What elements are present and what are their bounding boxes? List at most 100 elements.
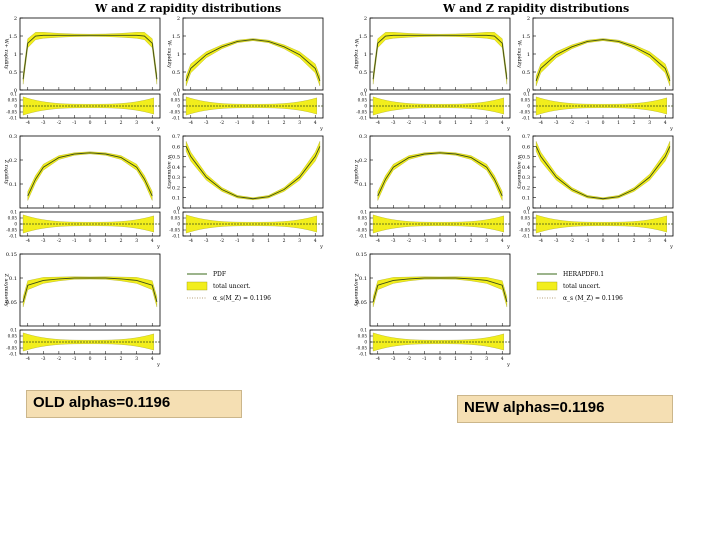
x-tick-label: -3 — [554, 120, 559, 126]
x-axis-label: y — [506, 244, 510, 250]
plot-frame — [19, 253, 161, 327]
x-tick-label: 2 — [633, 238, 636, 244]
y-tick-label: 0.6 — [172, 144, 180, 150]
uncertainty-band — [185, 141, 321, 200]
ratio-band — [535, 96, 667, 116]
y-tick-label: 0.1 — [9, 276, 17, 282]
series-line — [377, 152, 503, 197]
ratio-band — [372, 96, 504, 116]
chart-panel-3: 00.10.20.30.40.50.60.7W asymmetry-0.1-0.… — [166, 134, 324, 250]
x-tick-label: 1 — [617, 120, 620, 126]
ratio-y-tick-label: -0.05 — [519, 228, 530, 233]
x-tick-label: 1 — [104, 356, 107, 362]
y-axis-label: W- rapidity — [516, 40, 522, 68]
x-tick-label: -2 — [57, 120, 62, 126]
ratio-y-tick-label: -0.1 — [9, 234, 17, 239]
ratio-y-tick-label: -0.1 — [172, 116, 180, 121]
figure-new: W and Z rapidity distributions 0 0.5 1 1.5 2… — [350, 0, 700, 370]
y-tick-label: 2 — [14, 16, 17, 22]
ratio-y-tick-label: 0.1 — [523, 92, 530, 97]
ratio-y-tick-label: 0.1 — [360, 92, 367, 97]
y-tick-label: 0.05 — [356, 300, 367, 306]
y-tick-label: 1.5 — [359, 34, 367, 40]
y-tick-label: 0 — [527, 88, 530, 94]
figure-old: W and Z rapidity distributions 0 0.5 1 1.5 2… — [0, 0, 350, 370]
x-tick-label: 3 — [135, 356, 138, 362]
x-axis-label: y — [319, 244, 323, 250]
x-tick-label: 4 — [151, 238, 154, 244]
x-tick-label: 0 — [439, 120, 442, 126]
ratio-y-tick-label: -0.05 — [356, 228, 367, 233]
y-tick-label: 0.7 — [172, 134, 180, 140]
ratio-band — [185, 214, 317, 234]
x-tick-label: 3 — [298, 238, 301, 244]
x-tick-label: 1 — [267, 120, 270, 126]
y-tick-label: 0.05 — [6, 300, 17, 306]
x-axis-label: y — [506, 126, 510, 132]
y-tick-label: 0.1 — [359, 182, 367, 188]
chart-panel-4: 0.050.10.15Z asymmetry-0.1-0.0500.050.1-… — [353, 252, 511, 368]
ratio-y-tick-label: 0.05 — [8, 216, 18, 221]
ratio-y-tick-label: 0 — [177, 104, 180, 109]
x-tick-label: -4 — [26, 238, 31, 244]
caption-old: OLD alphas=0.1196 — [26, 390, 242, 418]
y-tick-label: 0.5 — [172, 155, 180, 161]
legend-label: total uncert. — [563, 283, 601, 290]
x-axis-label: y — [156, 244, 160, 250]
y-tick-label: 0 — [177, 88, 180, 94]
plot-frame — [369, 17, 511, 91]
caption-new: NEW alphas=0.1196 — [457, 395, 673, 423]
uncertainty-band — [535, 141, 671, 200]
y-tick-label: 1.5 — [9, 34, 17, 40]
ratio-y-tick-label: 0 — [364, 222, 367, 227]
ratio-y-tick-label: 0.05 — [171, 98, 181, 103]
x-tick-label: 1 — [104, 120, 107, 126]
series-line — [185, 39, 321, 82]
x-tick-label: 3 — [648, 120, 651, 126]
figure-title: W and Z rapidity distributions — [95, 2, 282, 15]
uncertainty-band — [22, 276, 158, 308]
x-tick-label: 4 — [151, 356, 154, 362]
x-tick-label: 0 — [439, 238, 442, 244]
x-tick-label: -3 — [391, 120, 396, 126]
x-tick-label: -2 — [57, 356, 62, 362]
plot-frame — [369, 253, 511, 327]
ratio-y-tick-label: 0.1 — [523, 210, 530, 215]
y-tick-label: 0.4 — [522, 165, 530, 171]
x-tick-label: 1 — [454, 120, 457, 126]
x-tick-label: -3 — [391, 238, 396, 244]
x-tick-label: -4 — [376, 238, 381, 244]
x-tick-label: -4 — [539, 238, 544, 244]
y-axis-label: W+ rapidity — [3, 39, 9, 70]
ratio-y-tick-label: -0.1 — [359, 116, 367, 121]
x-tick-label: 2 — [633, 120, 636, 126]
uncertainty-band — [372, 276, 508, 308]
ratio-y-tick-label: -0.05 — [356, 346, 367, 351]
x-tick-label: -1 — [235, 120, 240, 126]
ratio-y-tick-label: 0.1 — [10, 92, 17, 97]
series-line — [372, 277, 508, 303]
x-axis-label: y — [669, 126, 673, 132]
y-axis-label: W asymmetry — [516, 155, 522, 190]
x-tick-label: 3 — [135, 120, 138, 126]
y-tick-label: 0 — [364, 88, 367, 94]
x-tick-label: 2 — [120, 120, 123, 126]
series-line — [372, 34, 508, 80]
y-tick-label: 1 — [177, 52, 180, 58]
y-tick-label: 2 — [177, 16, 180, 22]
y-tick-label: 0 — [14, 88, 17, 94]
legend-label: PDF — [213, 271, 226, 278]
x-tick-label: 3 — [485, 120, 488, 126]
x-tick-label: -4 — [189, 120, 194, 126]
y-tick-label: 2 — [527, 16, 530, 22]
y-tick-label: 2 — [364, 16, 367, 22]
chart-panel-4: 0.050.10.15Z asymmetry-0.1-0.0500.050.1-… — [3, 252, 161, 368]
legend-label: α_s (M_Z) = 0.1196 — [563, 295, 623, 302]
ratio-y-tick-label: 0.1 — [173, 210, 180, 215]
x-tick-label: -1 — [72, 238, 77, 244]
ratio-y-tick-label: 0.05 — [358, 334, 368, 339]
x-tick-label: 3 — [485, 356, 488, 362]
uncertainty-band — [185, 38, 321, 87]
x-tick-label: 1 — [104, 238, 107, 244]
x-tick-label: 0 — [252, 238, 255, 244]
